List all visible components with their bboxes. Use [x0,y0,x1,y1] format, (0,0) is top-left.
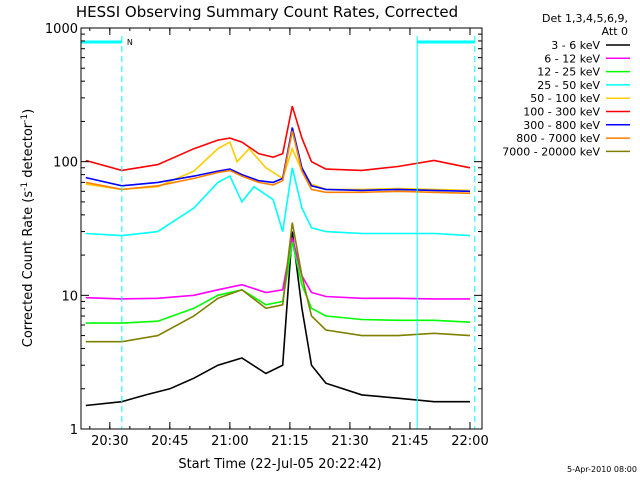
date-stamp: 5-Apr-2010 08:00 [567,465,637,474]
legend-label-25-50-kev: 25 - 50 keV [537,79,600,92]
legend-header-attenuator: Att 0 [602,25,628,38]
plot-series-group [85,105,471,407]
y-tick-label: 100 [53,156,78,171]
series-line-3-6-kev [85,231,470,407]
legend-label-800-7000-kev: 800 - 7000 keV [516,132,600,145]
legend-label-7000-20000-kev: 7000 - 20000 keV [502,145,600,158]
x-axis-label: Start Time (22-Jul-05 20:22:42) [178,457,381,472]
series-line-50-100-kev [85,140,471,192]
night-marker-label: N [127,38,133,47]
series-line-7000-20000-kev [85,222,471,343]
x-tick-label: 21:45 [391,434,428,449]
series-line-100-300-kev [85,105,471,172]
y-axis-label: Corrected Count Rate (s-1 detector-1) [20,109,36,347]
night-markers: N [80,36,476,429]
legend-header-detectors: Det 1,3,4,5,6,9, [542,12,628,25]
plot-frame [80,27,483,430]
x-tick-label: 20:30 [91,434,128,449]
legend-label-50-100-kev: 50 - 100 keV [530,92,600,105]
series-line-6-12-kev [85,237,470,300]
series-line-12-25-kev [85,241,471,324]
y-tick-label: 10 [61,289,78,304]
x-tick-label: 21:15 [271,434,308,449]
x-tick-label: 21:30 [331,434,368,449]
series-line-25-50-kev [85,167,471,237]
legend-label-100-300-kev: 100 - 300 keV [523,106,600,119]
legend-label-3-6-kev: 3 - 6 keV [551,39,600,52]
x-tick-label: 20:45 [151,434,188,449]
y-tick-label: 1 [70,423,78,438]
series-line-800-7000-kev [85,130,471,195]
legend-label-300-800-kev: 300 - 800 keV [523,119,600,132]
series-line-300-800-kev [85,127,471,193]
y-tick-label: 1000 [45,22,78,37]
legend-label-6-12-kev: 6 - 12 keV [544,52,600,65]
x-tick-label: 21:00 [211,434,248,449]
legend-label-12-25-kev: 12 - 25 keV [537,66,600,79]
y-axis: 1 10 100 1000 [45,22,482,438]
x-tick-label: 22:00 [451,434,488,449]
chart-title: HESSI Observing Summary Count Rates, Cor… [76,3,458,21]
x-axis: 20:30 20:45 21:00 21:15 21:30 21:45 22:00 [89,28,489,449]
